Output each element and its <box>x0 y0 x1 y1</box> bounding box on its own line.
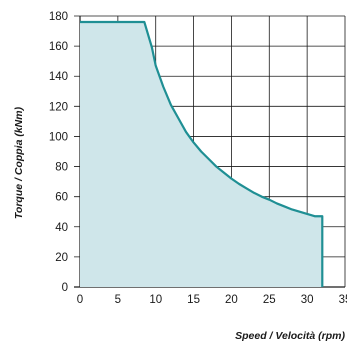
torque-area-fill <box>80 22 323 288</box>
x-tick-label: 30 <box>301 294 314 306</box>
x-tick-label: 15 <box>187 294 200 306</box>
y-tick-label: 20 <box>55 252 68 264</box>
x-tick-label: 20 <box>225 294 238 306</box>
y-tick-label: 80 <box>55 162 68 174</box>
x-axis-title: Speed / Velocità (rpm) <box>235 330 345 341</box>
y-tick-label: 0 <box>62 282 68 294</box>
y-tick-label: 60 <box>55 192 68 204</box>
y-tick-label: 120 <box>49 101 68 113</box>
x-tick-label: 10 <box>149 294 162 306</box>
y-tick-label: 40 <box>55 222 68 234</box>
y-axis-title: Torque / Coppia (kNm) <box>13 106 25 219</box>
x-axis-tick-labels: 0 5 10 15 20 25 30 35 <box>77 294 347 306</box>
y-tick-label: 160 <box>49 41 68 53</box>
x-tick-label: 35 <box>339 294 347 306</box>
y-tick-label: 180 <box>49 11 68 23</box>
y-tick-label: 100 <box>49 131 68 143</box>
y-axis-tick-labels: 0 20 40 60 80 100 120 140 160 180 <box>49 11 68 294</box>
x-tick-label: 0 <box>77 294 83 306</box>
x-tick-label: 5 <box>115 294 121 306</box>
y-tick-label: 140 <box>49 71 68 83</box>
x-tick-label: 25 <box>263 294 276 306</box>
torque-curve-line <box>80 20 324 287</box>
